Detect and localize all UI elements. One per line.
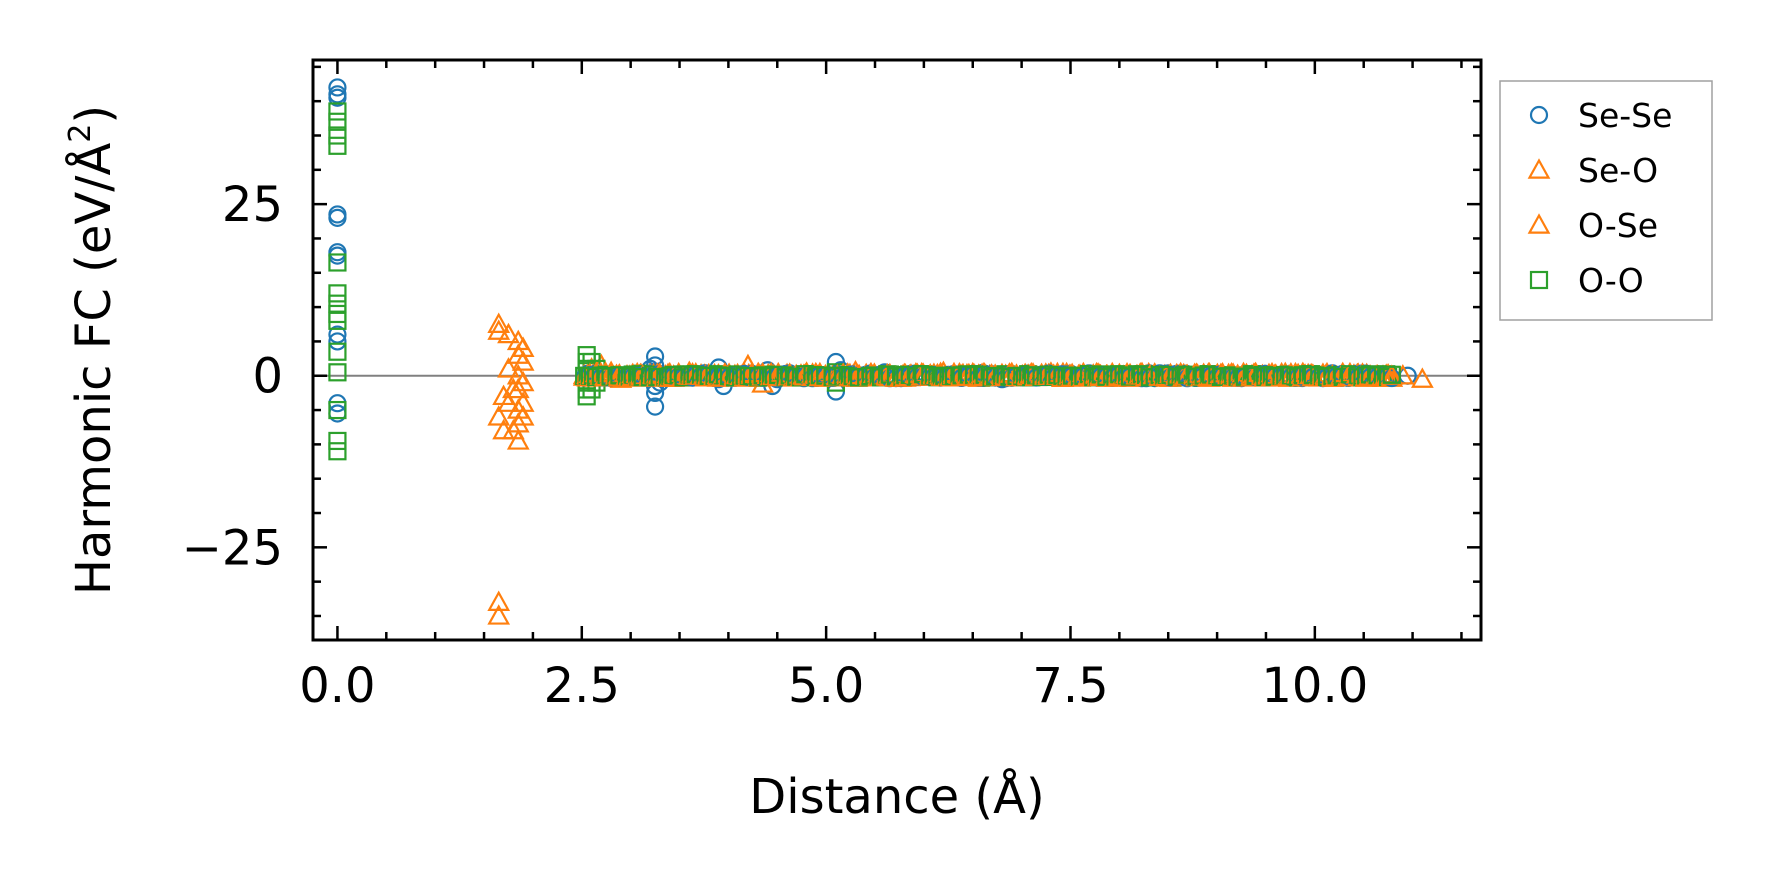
data-point-se-o [487, 590, 511, 611]
data-point-o-se [501, 377, 525, 399]
data-point-se-se [645, 397, 665, 416]
data-point-se-o [487, 604, 511, 625]
data-point-o-o [328, 284, 347, 303]
data-point-o-o [328, 294, 347, 313]
data-point-o-o [328, 102, 347, 121]
x-tick-label: 5.0 [788, 658, 864, 714]
data-point-se-o [511, 370, 535, 392]
y-axis-label-main: Harmonic FC (eV/Å [65, 143, 122, 596]
data-point-se-o [487, 319, 511, 340]
data-point-o-o [1382, 365, 1401, 384]
data-point-se-o [511, 405, 535, 426]
y-tick-label: 0 [252, 349, 283, 405]
data-point-se-se [328, 332, 347, 351]
legend-marker-o-o [1529, 270, 1549, 290]
data-point-o-o [328, 253, 347, 272]
data-point-o-se [497, 322, 520, 344]
data-point-se-o [506, 429, 530, 450]
legend-marker-o-se [1527, 213, 1551, 234]
x-axis-label: Distance (Å) [749, 768, 1044, 825]
data-point-o-se [501, 418, 525, 440]
legend-label-se-se: Se-Se [1578, 96, 1672, 135]
x-tick-label: 0.0 [299, 658, 375, 714]
legend: Se-Se Se-O O-Se O-O [1499, 80, 1713, 321]
data-point-se-o [487, 405, 511, 426]
data-point-o-o [328, 442, 347, 461]
legend-marker-se-se [1529, 105, 1549, 125]
data-point-se-se [645, 347, 665, 366]
data-point-o-o [328, 431, 347, 451]
tick-labels: 0.0 2.5 5.0 7.5 10.0 −25 0 25 [182, 177, 1369, 714]
data-point-o-se [497, 357, 520, 378]
x-tick-label: 10.0 [1261, 658, 1368, 714]
plot-frame [311, 58, 1483, 642]
data-markers [328, 78, 1434, 625]
x-tick-label: 7.5 [1032, 658, 1108, 714]
data-point-se-o [511, 391, 535, 412]
legend-box [1499, 80, 1713, 321]
data-point-se-se [328, 78, 347, 97]
data-point-se-se [328, 88, 347, 107]
legend-marker-se-o [1527, 158, 1551, 179]
data-point-o-o [328, 400, 347, 420]
data-point-o-o [328, 342, 347, 361]
legend-label-se-o: Se-O [1578, 151, 1658, 190]
y-tick-label: 25 [222, 177, 283, 233]
data-point-se-se [328, 208, 347, 227]
data-point-se-o [487, 312, 511, 333]
data-point-se-o [511, 350, 535, 371]
y-axis-label: Harmonic FC (eV/Å2) [63, 105, 122, 595]
x-tick-label: 2.5 [544, 658, 620, 714]
data-point-o-o [577, 387, 596, 406]
y-axis-label-close: ) [66, 105, 122, 124]
data-point-o-o [328, 363, 347, 382]
data-point-o-o [328, 126, 347, 145]
data-point-se-se [328, 325, 347, 344]
y-axis-label-superscript: 2 [63, 124, 98, 143]
y-tick-label: −25 [182, 520, 283, 576]
data-point-se-o [1410, 367, 1434, 388]
legend-label-o-se: O-Se [1578, 206, 1658, 245]
legend-label-o-o: O-O [1578, 261, 1644, 300]
data-point-o-o [328, 112, 347, 131]
data-point-o-se [497, 391, 520, 412]
data-point-se-o [511, 336, 535, 357]
data-point-o-o [328, 311, 347, 330]
data-point-o-o [328, 136, 347, 155]
